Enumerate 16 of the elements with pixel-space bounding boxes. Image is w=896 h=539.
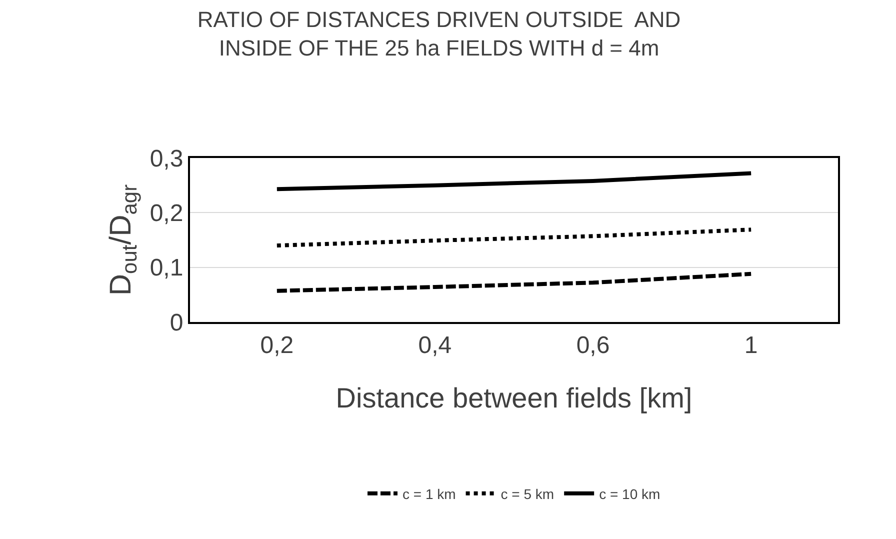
x-tick-label: 1: [744, 332, 758, 359]
x-tick-label: 0,4: [418, 332, 452, 359]
y-tick-label: 0,1: [150, 254, 184, 282]
legend-label: c = 10 km: [599, 486, 660, 502]
x-tick-label: 0,2: [260, 332, 294, 359]
chart-title: RATIO OF DISTANCES DRIVEN OUTSIDE AND INSIDE OF THE 25 ha FIELDS WITH d = 4m: [197, 6, 681, 61]
line-series: [274, 171, 754, 192]
x-tick-label: 0,6: [576, 332, 610, 359]
x-axis-title: Distance between fields [km]: [336, 382, 692, 414]
y-tick-label: 0,2: [150, 200, 184, 228]
legend-label: c = 5 km: [500, 486, 554, 502]
y-tick-label: 0,3: [150, 145, 184, 172]
legend-label: c = 1 km: [402, 486, 456, 502]
line-series: [274, 272, 754, 293]
y-tick-label: 0: [170, 309, 184, 336]
line-series: [274, 228, 754, 248]
